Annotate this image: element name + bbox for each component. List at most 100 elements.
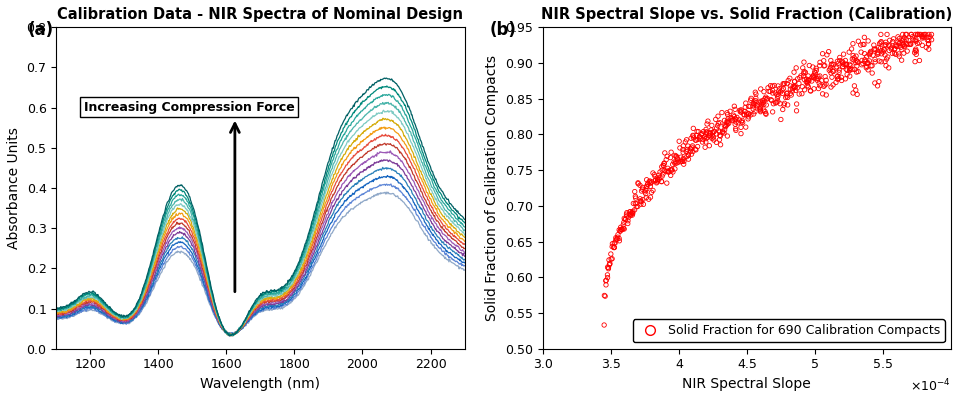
Point [765,100,781,107]
Point [795,65,810,71]
Point [916,32,931,38]
Point [801,78,816,84]
Point [704,122,719,128]
Point [722,108,738,114]
Point [872,40,887,46]
Point [874,51,889,57]
Point [787,78,802,85]
Point [829,79,844,86]
Point [717,122,732,129]
Point [627,188,643,195]
Point [849,53,864,59]
Point [636,201,651,208]
Point [809,65,824,72]
Point [732,107,747,114]
Point [632,196,648,202]
Point [908,38,924,44]
Point [887,46,902,52]
Point [628,200,644,207]
Point [628,204,644,210]
Point [741,114,756,120]
Point [764,97,780,104]
Point [874,58,889,65]
Point [865,52,880,58]
Point [676,161,692,167]
Point [851,38,866,44]
Point [695,130,710,137]
Point [611,235,627,242]
Point [905,36,921,43]
Point [883,45,899,51]
Point [640,181,655,188]
Point [728,126,743,132]
Point [716,129,731,136]
Point [784,92,799,98]
Point [839,61,855,68]
Point [606,240,622,246]
Point [856,34,872,40]
Point [901,37,917,44]
Point [833,54,848,61]
Point [669,153,684,159]
Point [775,106,790,113]
Point [681,156,696,162]
Point [734,119,749,125]
Point [673,158,689,164]
Point [826,68,841,75]
Point [830,64,845,70]
Point [893,44,908,50]
Point [677,139,693,145]
Point [777,100,792,106]
Point [613,228,628,234]
Point [706,129,721,135]
Point [614,226,629,233]
Point [764,96,779,103]
Point [759,102,774,108]
Point [787,78,802,84]
Point [722,114,738,121]
Point [709,131,724,137]
Point [921,38,936,44]
Point [665,161,680,168]
Point [702,130,718,136]
Point [670,156,685,162]
Point [907,37,923,44]
Point [910,31,925,38]
Point [787,69,802,76]
Point [637,189,652,195]
Point [684,151,699,157]
Point [691,128,706,135]
Point [798,69,813,76]
Point [796,70,811,76]
Point [791,80,807,87]
Point [901,41,917,48]
Point [848,60,863,66]
Point [603,260,618,267]
Point [704,135,719,142]
Point [758,108,773,115]
Point [877,47,892,53]
Point [649,180,664,186]
Point [835,64,851,70]
X-axis label: NIR Spectral Slope: NIR Spectral Slope [682,377,811,391]
Point [873,39,888,46]
Point [747,101,763,107]
Point [903,31,919,38]
Point [698,129,714,135]
Point [807,69,822,75]
Point [668,160,683,167]
Point [675,149,691,156]
Point [724,117,740,124]
Point [893,39,908,46]
Point [873,31,888,38]
Point [660,168,675,175]
Point [835,64,851,70]
Point [719,110,735,116]
Point [659,180,674,186]
Point [793,73,809,79]
Point [757,96,772,102]
Point [849,57,864,64]
Point [916,33,931,39]
Legend: Solid Fraction for 690 Calibration Compacts: Solid Fraction for 690 Calibration Compa… [632,320,945,342]
Point [885,38,901,45]
